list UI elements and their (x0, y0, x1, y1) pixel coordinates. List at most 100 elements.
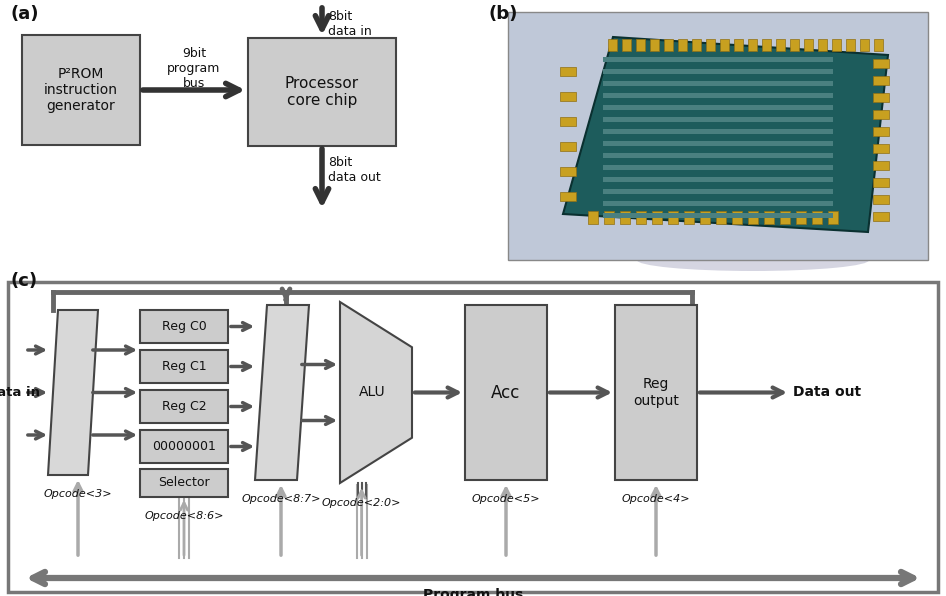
Text: Reg C0: Reg C0 (162, 320, 206, 333)
Text: Reg C2: Reg C2 (162, 400, 206, 413)
Text: (a): (a) (10, 5, 39, 23)
Text: Program bus: Program bus (423, 588, 523, 596)
Bar (465, 305, 547, 480)
Bar (248, 38, 396, 146)
Bar (716, 211, 726, 224)
Polygon shape (340, 302, 412, 483)
Polygon shape (563, 37, 888, 232)
Bar (706, 39, 715, 51)
Bar (140, 430, 228, 463)
Text: ALU: ALU (359, 386, 386, 399)
Bar (776, 39, 785, 51)
Text: (b): (b) (488, 5, 517, 23)
Bar (780, 211, 790, 224)
Text: 00000001: 00000001 (152, 440, 216, 453)
Bar (692, 39, 701, 51)
Text: Reg
output: Reg output (633, 377, 679, 408)
Bar (615, 305, 697, 480)
Bar (828, 211, 838, 224)
Polygon shape (603, 141, 833, 146)
Bar (560, 92, 576, 101)
Bar (140, 469, 228, 497)
Bar (636, 39, 645, 51)
Text: Opcode<8:6>: Opcode<8:6> (144, 511, 224, 521)
Bar (720, 39, 729, 51)
Bar (874, 39, 883, 51)
Polygon shape (603, 81, 833, 86)
Bar (873, 212, 889, 221)
Text: Opcode<3>: Opcode<3> (44, 489, 113, 499)
Text: Opcode<8:7>: Opcode<8:7> (241, 494, 321, 504)
Bar (873, 110, 889, 119)
Ellipse shape (637, 249, 869, 271)
Bar (140, 310, 228, 343)
Polygon shape (603, 189, 833, 194)
Bar (748, 39, 757, 51)
Bar (668, 211, 678, 224)
Bar (140, 390, 228, 423)
Text: 8bit
data out: 8bit data out (328, 156, 380, 184)
Polygon shape (48, 310, 98, 475)
Bar (650, 39, 659, 51)
Bar (140, 350, 228, 383)
Bar (636, 211, 646, 224)
Text: Selector: Selector (158, 476, 210, 489)
Bar (762, 39, 771, 51)
Bar (508, 12, 928, 260)
Bar (873, 76, 889, 85)
Bar (873, 195, 889, 204)
Text: Data in: Data in (0, 386, 40, 399)
Bar (560, 167, 576, 176)
Bar (873, 178, 889, 187)
Bar (873, 127, 889, 136)
Bar (873, 93, 889, 102)
Bar (818, 39, 827, 51)
Text: 8bit
data in: 8bit data in (328, 10, 372, 38)
Bar (560, 117, 576, 126)
Polygon shape (603, 201, 833, 206)
Bar (664, 39, 673, 51)
Bar (796, 211, 806, 224)
Text: Processor
core chip: Processor core chip (285, 76, 359, 108)
Text: Reg C1: Reg C1 (162, 360, 206, 373)
Bar (764, 211, 774, 224)
Polygon shape (603, 165, 833, 170)
Text: Opcode<4>: Opcode<4> (622, 494, 691, 504)
Bar (588, 211, 598, 224)
Bar (748, 211, 758, 224)
Bar (678, 39, 687, 51)
Text: Opcode<2:0>: Opcode<2:0> (322, 498, 401, 508)
Polygon shape (603, 117, 833, 122)
Bar (560, 142, 576, 151)
Polygon shape (603, 105, 833, 110)
Bar (560, 67, 576, 76)
Text: Data out: Data out (793, 386, 861, 399)
Bar (620, 211, 630, 224)
Bar (812, 211, 822, 224)
Text: P²ROM
instruction
generator: P²ROM instruction generator (44, 67, 118, 113)
Bar (804, 39, 813, 51)
Bar (684, 211, 694, 224)
Bar (846, 39, 855, 51)
Bar (604, 211, 614, 224)
Text: 9bit
program
bus: 9bit program bus (167, 47, 220, 90)
Polygon shape (603, 153, 833, 158)
Polygon shape (255, 305, 309, 480)
Text: Opcode<5>: Opcode<5> (472, 494, 540, 504)
Polygon shape (603, 213, 833, 218)
Bar (873, 144, 889, 153)
Bar (860, 39, 869, 51)
Text: Acc: Acc (491, 383, 520, 402)
Bar (732, 211, 742, 224)
Bar (873, 59, 889, 68)
Polygon shape (603, 69, 833, 74)
Polygon shape (603, 129, 833, 134)
Bar (8, 282, 938, 592)
Bar (652, 211, 662, 224)
Bar (700, 211, 710, 224)
Bar (608, 39, 617, 51)
Text: (c): (c) (10, 272, 37, 290)
Polygon shape (603, 57, 833, 62)
Bar (734, 39, 743, 51)
Bar (560, 192, 576, 201)
